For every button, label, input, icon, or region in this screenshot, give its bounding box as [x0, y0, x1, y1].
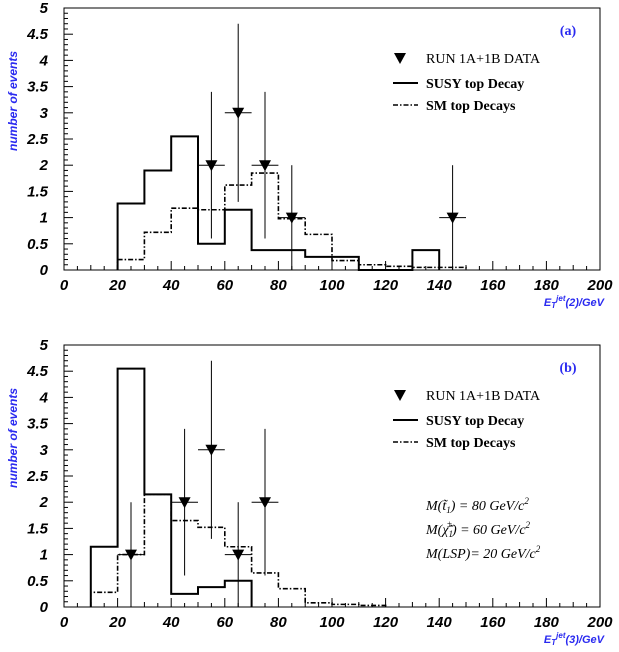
data-point: [251, 428, 279, 576]
y-tick-label: 0.5: [27, 236, 49, 253]
x-tick-label: 100: [319, 277, 345, 294]
legend-sm-label: SM top Decays: [426, 99, 516, 114]
mass-annotation: M(t̃1) = 80 GeV/c2: [425, 496, 529, 515]
x-axis-label: ETjet(3)/GeV: [544, 631, 606, 647]
x-tick-label: 0: [60, 614, 69, 631]
data-point: [198, 360, 225, 539]
legend-data-marker: [394, 390, 406, 401]
data-marker: [205, 160, 218, 172]
x-tick-label: 20: [108, 614, 126, 631]
y-tick-label: 2.5: [26, 131, 49, 148]
x-tick-label: 200: [586, 277, 613, 294]
x-tick-label: 80: [270, 614, 287, 631]
x-tick-label: 40: [162, 614, 180, 631]
x-tick-label: 180: [534, 277, 560, 294]
data-point: [171, 428, 198, 576]
y-axis-label: number of events: [6, 388, 20, 488]
y-tick-label: 1.5: [27, 183, 49, 200]
legend-susy-label: SUSY top Decay: [426, 414, 524, 429]
data-marker: [259, 497, 271, 509]
y-tick-label: 2.5: [26, 468, 49, 485]
y-tick-label: 2: [39, 157, 49, 174]
x-tick-label: 180: [534, 614, 560, 631]
data-marker: [259, 160, 271, 172]
sm-histogram: [116, 172, 467, 270]
data-point: [278, 165, 306, 270]
x-tick-label: 60: [216, 277, 233, 294]
x-tick-label: 80: [270, 277, 287, 294]
y-tick-label: 4: [39, 389, 49, 406]
y-tick-label: 4: [39, 52, 49, 69]
data-point: [117, 502, 145, 607]
data-marker: [178, 497, 191, 509]
x-tick-label: 140: [427, 614, 453, 631]
y-tick-label: 1: [40, 547, 48, 564]
y-tick-label: 1.5: [27, 520, 49, 537]
data-point: [224, 502, 252, 607]
legend-data-marker: [394, 53, 406, 64]
x-axis-label: ETjet(2)/GeV: [544, 294, 606, 310]
y-tick-label: 0.5: [27, 573, 49, 590]
data-marker: [285, 212, 298, 224]
legend-sm-label: SM top Decays: [426, 436, 516, 451]
x-tick-label: 120: [373, 277, 399, 294]
susy-histogram: [116, 135, 441, 271]
legend-data-label: RUN 1A+1B DATA: [426, 52, 541, 67]
y-tick-label: 5: [40, 337, 49, 354]
mass-annotation: M(LSP)= 20 GeV/c2: [425, 544, 541, 562]
y-tick-label: 3.5: [27, 79, 49, 96]
mass-annotation: M(χ̃1±) = 60 GeV/c2: [425, 519, 531, 539]
data-point: [439, 165, 466, 270]
x-tick-label: 120: [373, 614, 399, 631]
data-marker: [446, 212, 459, 224]
x-tick-label: 100: [319, 614, 345, 631]
legend-susy-label: SUSY top Decay: [426, 77, 524, 92]
data-marker: [205, 444, 218, 456]
x-tick-label: 160: [480, 614, 506, 631]
data-point: [198, 91, 225, 239]
data-point: [224, 23, 252, 202]
legend: RUN 1A+1B DATA SUSY top Decay SM top Decay…: [393, 52, 541, 114]
x-tick-label: 200: [586, 614, 613, 631]
x-tick-label: 0: [60, 277, 69, 294]
panel-b: 0 20 40 60 80 100 120 140 160 180 200 0 0.5 1 1.5 2 2.5 3…: [6, 337, 613, 647]
y-tick-label: 4.5: [26, 363, 49, 380]
x-tick-label: 20: [108, 277, 126, 294]
panel-label: (b): [559, 361, 576, 376]
panel-a: 0 20 40 60 80 100 120 140 160 180 200 0 0.5 1 1.5 2 2.5 3…: [6, 0, 613, 310]
y-axis-label: number of events: [6, 51, 20, 151]
y-tick-label: 5: [40, 0, 49, 17]
y-tick-label: 3: [40, 442, 49, 459]
mass-annotations: M(t̃1) = 80 GeV/c2 M(χ̃1±) = 60 GeV/c2 M(L…: [425, 496, 541, 562]
x-tick-label: 60: [216, 614, 233, 631]
data-marker: [125, 549, 137, 561]
susy-histogram: [89, 367, 253, 607]
y-tick-label: 3.5: [27, 416, 49, 433]
legend: RUN 1A+1B DATA SUSY top Decay SM top Decay…: [393, 389, 541, 451]
y-tick-label: 0: [40, 262, 49, 279]
x-tick-label: 40: [162, 277, 180, 294]
x-tick-label: 140: [427, 277, 453, 294]
y-tick-label: 3: [40, 105, 49, 122]
plot-frame: [63, 7, 601, 271]
y-tick-label: 4.5: [26, 26, 49, 43]
legend-data-label: RUN 1A+1B DATA: [426, 389, 541, 404]
x-tick-label: 160: [480, 277, 506, 294]
y-tick-label: 2: [39, 494, 49, 511]
y-tick-label: 0: [40, 599, 49, 616]
data-marker: [232, 549, 245, 561]
data-marker: [232, 107, 245, 119]
panel-label: (a): [560, 24, 577, 39]
y-tick-label: 1: [40, 210, 48, 227]
data-point: [251, 91, 279, 239]
